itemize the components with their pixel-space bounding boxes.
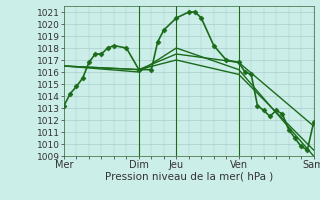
X-axis label: Pression niveau de la mer( hPa ): Pression niveau de la mer( hPa ) — [105, 172, 273, 182]
